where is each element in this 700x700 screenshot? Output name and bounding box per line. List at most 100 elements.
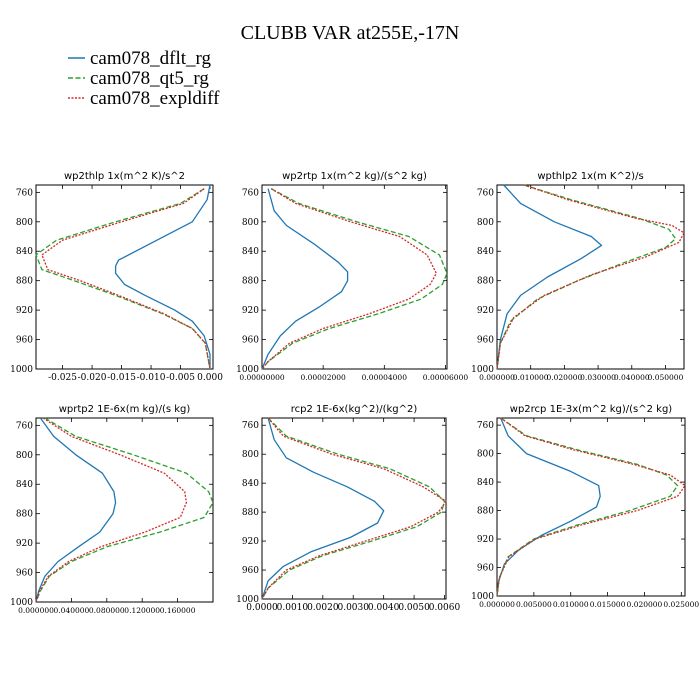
legend-label-qt5: cam078_qt5_rg: [90, 68, 209, 89]
series-line-2: [261, 417, 446, 600]
x-tick-label: -0.025: [48, 373, 77, 383]
y-tick-label: 760: [242, 188, 259, 198]
y-tick-label: 760: [16, 421, 33, 431]
panel-6: wp2rcp 1E-3x(m^2 kg)/(s^2 kg) 760 800 840 88…: [471, 404, 699, 609]
x-tick-label: -0.010: [137, 373, 166, 383]
y-tick-label: 800: [242, 450, 259, 460]
x-tick-label: 0.080000: [89, 606, 125, 615]
x-tick-label: 0.025000: [663, 600, 699, 609]
panel-title: rcp2 1E-6x(kg^2)/(kg^2): [291, 404, 418, 415]
series-line-3: [41, 188, 211, 370]
plot-frame: [496, 417, 686, 597]
y-tick-label: 880: [16, 510, 33, 520]
x-tick-label: 0.010000: [513, 373, 549, 382]
panel-3: wpthlp2 1x(m K^2)/s 760 800 840 880 920 960 100…: [471, 171, 685, 382]
y-tick-label: 1000: [236, 595, 259, 605]
y-tick-label: 960: [477, 336, 494, 346]
series-line-3: [261, 188, 437, 370]
y-tick-label: 760: [242, 421, 259, 431]
x-tick-label: 0.00002000: [300, 373, 346, 382]
x-tick-label: 0.0000: [246, 603, 278, 613]
y-tick-label: 960: [477, 564, 494, 574]
panel-1: wp2thlp 1x(m^2 K)/s^2 760 800 840 880 920 960 1…: [10, 171, 223, 383]
y-tick-label: 920: [242, 306, 259, 316]
x-tick-label: 0.00000000: [239, 373, 285, 382]
x-tick-label: -0.015: [107, 373, 136, 383]
y-tick-label: 840: [242, 479, 259, 489]
y-tick-label: 800: [477, 218, 494, 228]
x-tick-label: 0.040000: [54, 606, 90, 615]
y-tick-label: 920: [477, 306, 494, 316]
x-tick-label: 0.0040: [368, 603, 400, 613]
y-tick-label: 800: [16, 451, 33, 461]
panel-title: wprtp2 1E-6x(m kg)/(s kg): [59, 404, 191, 415]
panel-title: wp2rcp 1E-3x(m^2 kg)/(s^2 kg): [510, 404, 673, 415]
x-tick-label: -0.005: [166, 373, 195, 383]
x-tick-label: 0.030000: [580, 373, 616, 382]
x-tick-label: 0.010000: [553, 600, 589, 609]
series-line-1: [496, 184, 603, 370]
y-tick-label: 760: [477, 188, 494, 198]
x-tick-label: -0.020: [78, 373, 107, 383]
x-tick-label: 0.015000: [590, 600, 626, 609]
y-tick-label: 840: [242, 247, 259, 257]
x-tick-label: 0.0050: [398, 603, 430, 613]
y-tick-label: 1000: [10, 365, 33, 375]
x-tick-label: 0.000000: [479, 373, 515, 382]
y-tick-label: 920: [477, 535, 494, 545]
y-tick-label: 1000: [471, 592, 494, 602]
y-tick-label: 800: [477, 450, 494, 460]
x-tick-label: 0.020000: [546, 373, 582, 382]
y-tick-label: 880: [16, 277, 33, 287]
y-tick-label: 1000: [471, 365, 494, 375]
x-tick-label: 0.120000: [124, 606, 160, 615]
series-line-3: [496, 417, 686, 597]
panel-5: rcp2 1E-6x(kg^2)/(kg^2) 760 800 840 880 920 96…: [236, 404, 460, 613]
y-tick-label: 920: [16, 539, 33, 549]
series-line-2: [35, 188, 211, 370]
y-tick-label: 1000: [236, 365, 259, 375]
series-line-2: [35, 417, 214, 603]
y-tick-label: 880: [477, 507, 494, 517]
y-tick-label: 960: [16, 336, 33, 346]
x-tick-label: 0.040000: [614, 373, 650, 382]
legend: cam078_dflt_rg cam078_qt5_rg cam078_expl…: [68, 48, 220, 109]
y-tick-label: 920: [16, 306, 33, 316]
series-line-2: [496, 417, 679, 597]
x-tick-label: 0.00004000: [362, 373, 408, 382]
series-line-1: [35, 417, 117, 603]
x-tick-label: 0.050000: [648, 373, 684, 382]
legend-label-expldiff: cam078_expldiff: [90, 88, 220, 109]
x-tick-label: 0.0030: [337, 603, 369, 613]
plot-frame: [35, 184, 214, 370]
panel-2: wp2rtp 1x(m^2 kg)/(s^2 kg) 760 800 840 880 92…: [236, 171, 468, 382]
y-tick-label: 840: [477, 247, 494, 257]
y-tick-label: 960: [242, 566, 259, 576]
y-tick-label: 880: [477, 277, 494, 287]
figure-title: CLUBB VAR at255E,-17N: [241, 22, 460, 44]
y-tick-label: 920: [242, 537, 259, 547]
x-tick-label: 0.020000: [627, 600, 663, 609]
plot-frame: [261, 184, 448, 370]
x-tick-label: 0.005000: [516, 600, 552, 609]
y-tick-label: 1000: [10, 598, 33, 608]
y-tick-label: 760: [477, 421, 494, 431]
panels: wp2thlp 1x(m^2 K)/s^2 760 800 840 880 920 960 1…: [10, 171, 699, 615]
plot-frame: [261, 417, 447, 600]
series-line-2: [496, 184, 677, 370]
series-line-3: [496, 184, 685, 370]
panel-title: wp2thlp 1x(m^2 K)/s^2: [64, 171, 185, 182]
x-tick-label: 0.000000: [479, 600, 515, 609]
series-line-3: [261, 417, 447, 600]
y-tick-label: 840: [16, 480, 33, 490]
y-tick-label: 760: [16, 188, 33, 198]
panel-4: wprtp2 1E-6x(m kg)/(s kg) 760 800 840 880 920…: [10, 404, 214, 615]
x-tick-label: 0.0020: [307, 603, 339, 613]
legend-label-dflt: cam078_dflt_rg: [90, 48, 212, 69]
panel-title: wp2rtp 1x(m^2 kg)/(s^2 kg): [282, 171, 427, 182]
y-tick-label: 960: [242, 336, 259, 346]
y-tick-label: 840: [477, 478, 494, 488]
series-line-1: [261, 188, 349, 370]
x-tick-label: 0.00006000: [423, 373, 469, 382]
series-line-3: [35, 417, 188, 603]
